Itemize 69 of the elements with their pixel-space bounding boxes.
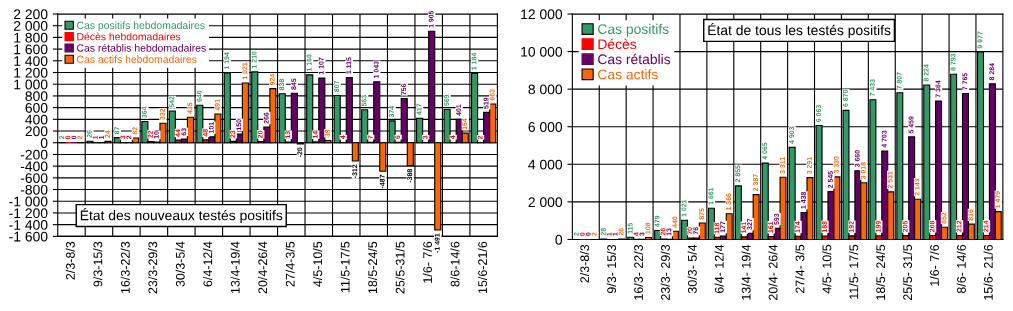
x-tick-label: 25/5-31/5	[395, 241, 405, 294]
y-tick-label: 4 000	[528, 159, 563, 170]
legend-label: Cas rétablis	[598, 53, 671, 65]
y-tick-label: -800	[20, 184, 48, 195]
y-tick-label: 1 600	[14, 44, 48, 55]
x-tick-label: 27/4- 3/5	[795, 244, 805, 294]
x-tick-label: 13/4-19/4	[230, 241, 240, 294]
x-tick-label: 15/6-21/6	[477, 241, 487, 294]
y-tick-label: 6 000	[528, 122, 563, 132]
x-tick-label: 20/4-26/4	[258, 241, 268, 294]
x-tick-label: 13/4- 19/4	[741, 244, 751, 300]
y-tick-label: 2 200	[13, 9, 48, 20]
legend-label: Cas positifs hebdomadaires	[77, 21, 205, 32]
y-tick-label: -1 400	[9, 219, 48, 230]
y-tick-label: 1 800	[14, 32, 48, 43]
y-tick-label: 1 400	[14, 56, 48, 66]
x-tick-label: 1/6- 7/6	[422, 241, 433, 283]
x-tick-label: 27/4-3/5	[285, 241, 295, 287]
x-tick-label: 16/3- 22/3	[633, 244, 643, 300]
x-tick-label: 23/3- 29/3	[660, 244, 670, 300]
y-tick-label: 2 000	[528, 197, 563, 208]
legend-label: Cas actifs	[598, 69, 658, 80]
x-tick-label: 2/3-8/3	[65, 241, 75, 280]
y-tick-label: -1 000	[9, 196, 48, 207]
x-tick-label: 20/4- 26/4	[768, 244, 778, 300]
legend-label: Cas rétablis hebdomadaires	[77, 43, 206, 52]
x-tick-label: 1/6- 7/6	[929, 244, 939, 286]
y-tick-label: 1 000	[14, 79, 48, 90]
x-tick-label: 15/6- 21/6	[983, 244, 993, 300]
x-tick-label: 30/3- 5/4	[687, 244, 697, 294]
y-tick-label: 800	[25, 91, 48, 102]
x-tick-label: 18/5-24/5	[367, 241, 378, 294]
y-tick-label: 400	[25, 114, 48, 125]
x-tick-label: 11/5- 17/5	[849, 244, 859, 299]
x-tick-label: 4/5- 10/5	[822, 244, 832, 294]
x-tick-label: 23/3-29/3	[148, 241, 158, 294]
y-tick-label: 8 000	[528, 84, 563, 95]
x-tick-label: 18/5- 24/5	[875, 244, 886, 300]
x-tick-label: 8/6- 14/6	[956, 244, 966, 294]
x-tick-label: 11/5-17/5	[340, 241, 350, 293]
x-tick-label: 25/5- 31/5	[902, 244, 913, 300]
y-tick-label: 1 200	[14, 67, 48, 78]
x-tick-label: 9/3- 15/3	[606, 244, 617, 294]
y-tick-label: 10 000	[521, 46, 563, 57]
y-tick-label: 600	[25, 102, 48, 113]
text: État des nouveaux testés positifs	[80, 208, 283, 224]
x-tick-label: 16/3-22/3	[120, 241, 130, 294]
y-tick-label: 12 000	[521, 9, 563, 20]
x-tick-label: 8/6-14/6	[450, 241, 460, 287]
legend-label: Décès hebdomadaires	[77, 32, 181, 41]
y-tick-label: 2 000	[13, 21, 48, 31]
legend-label: Cas actifs hebdomadaires	[77, 55, 197, 63]
x-tick-label: 4/5-10/5	[312, 241, 323, 287]
x-tick-label: 30/3-5/4	[175, 241, 185, 287]
y-tick-label: -1 600	[9, 231, 48, 242]
y-tick-label: 0	[40, 138, 48, 148]
y-tick-label: 0	[555, 234, 563, 245]
x-tick-label: 2/3-8/3	[579, 244, 590, 283]
y-tick-label: -200	[20, 149, 48, 160]
x-tick-label: 9/3-15/3	[93, 241, 103, 287]
y-tick-label: -600	[20, 173, 48, 184]
text: État de tous les testés positifs	[708, 23, 891, 38]
x-tick-label: 6/4-12/4	[203, 241, 213, 287]
x-tick-label: 6/4- 12/4	[714, 244, 724, 294]
y-tick-label: -400	[20, 161, 48, 172]
y-tick-label: -1 200	[9, 208, 48, 219]
legend-label: Cas positifs	[598, 23, 669, 37]
legend-label: Décès	[598, 38, 637, 50]
y-tick-label: 200	[25, 126, 48, 137]
